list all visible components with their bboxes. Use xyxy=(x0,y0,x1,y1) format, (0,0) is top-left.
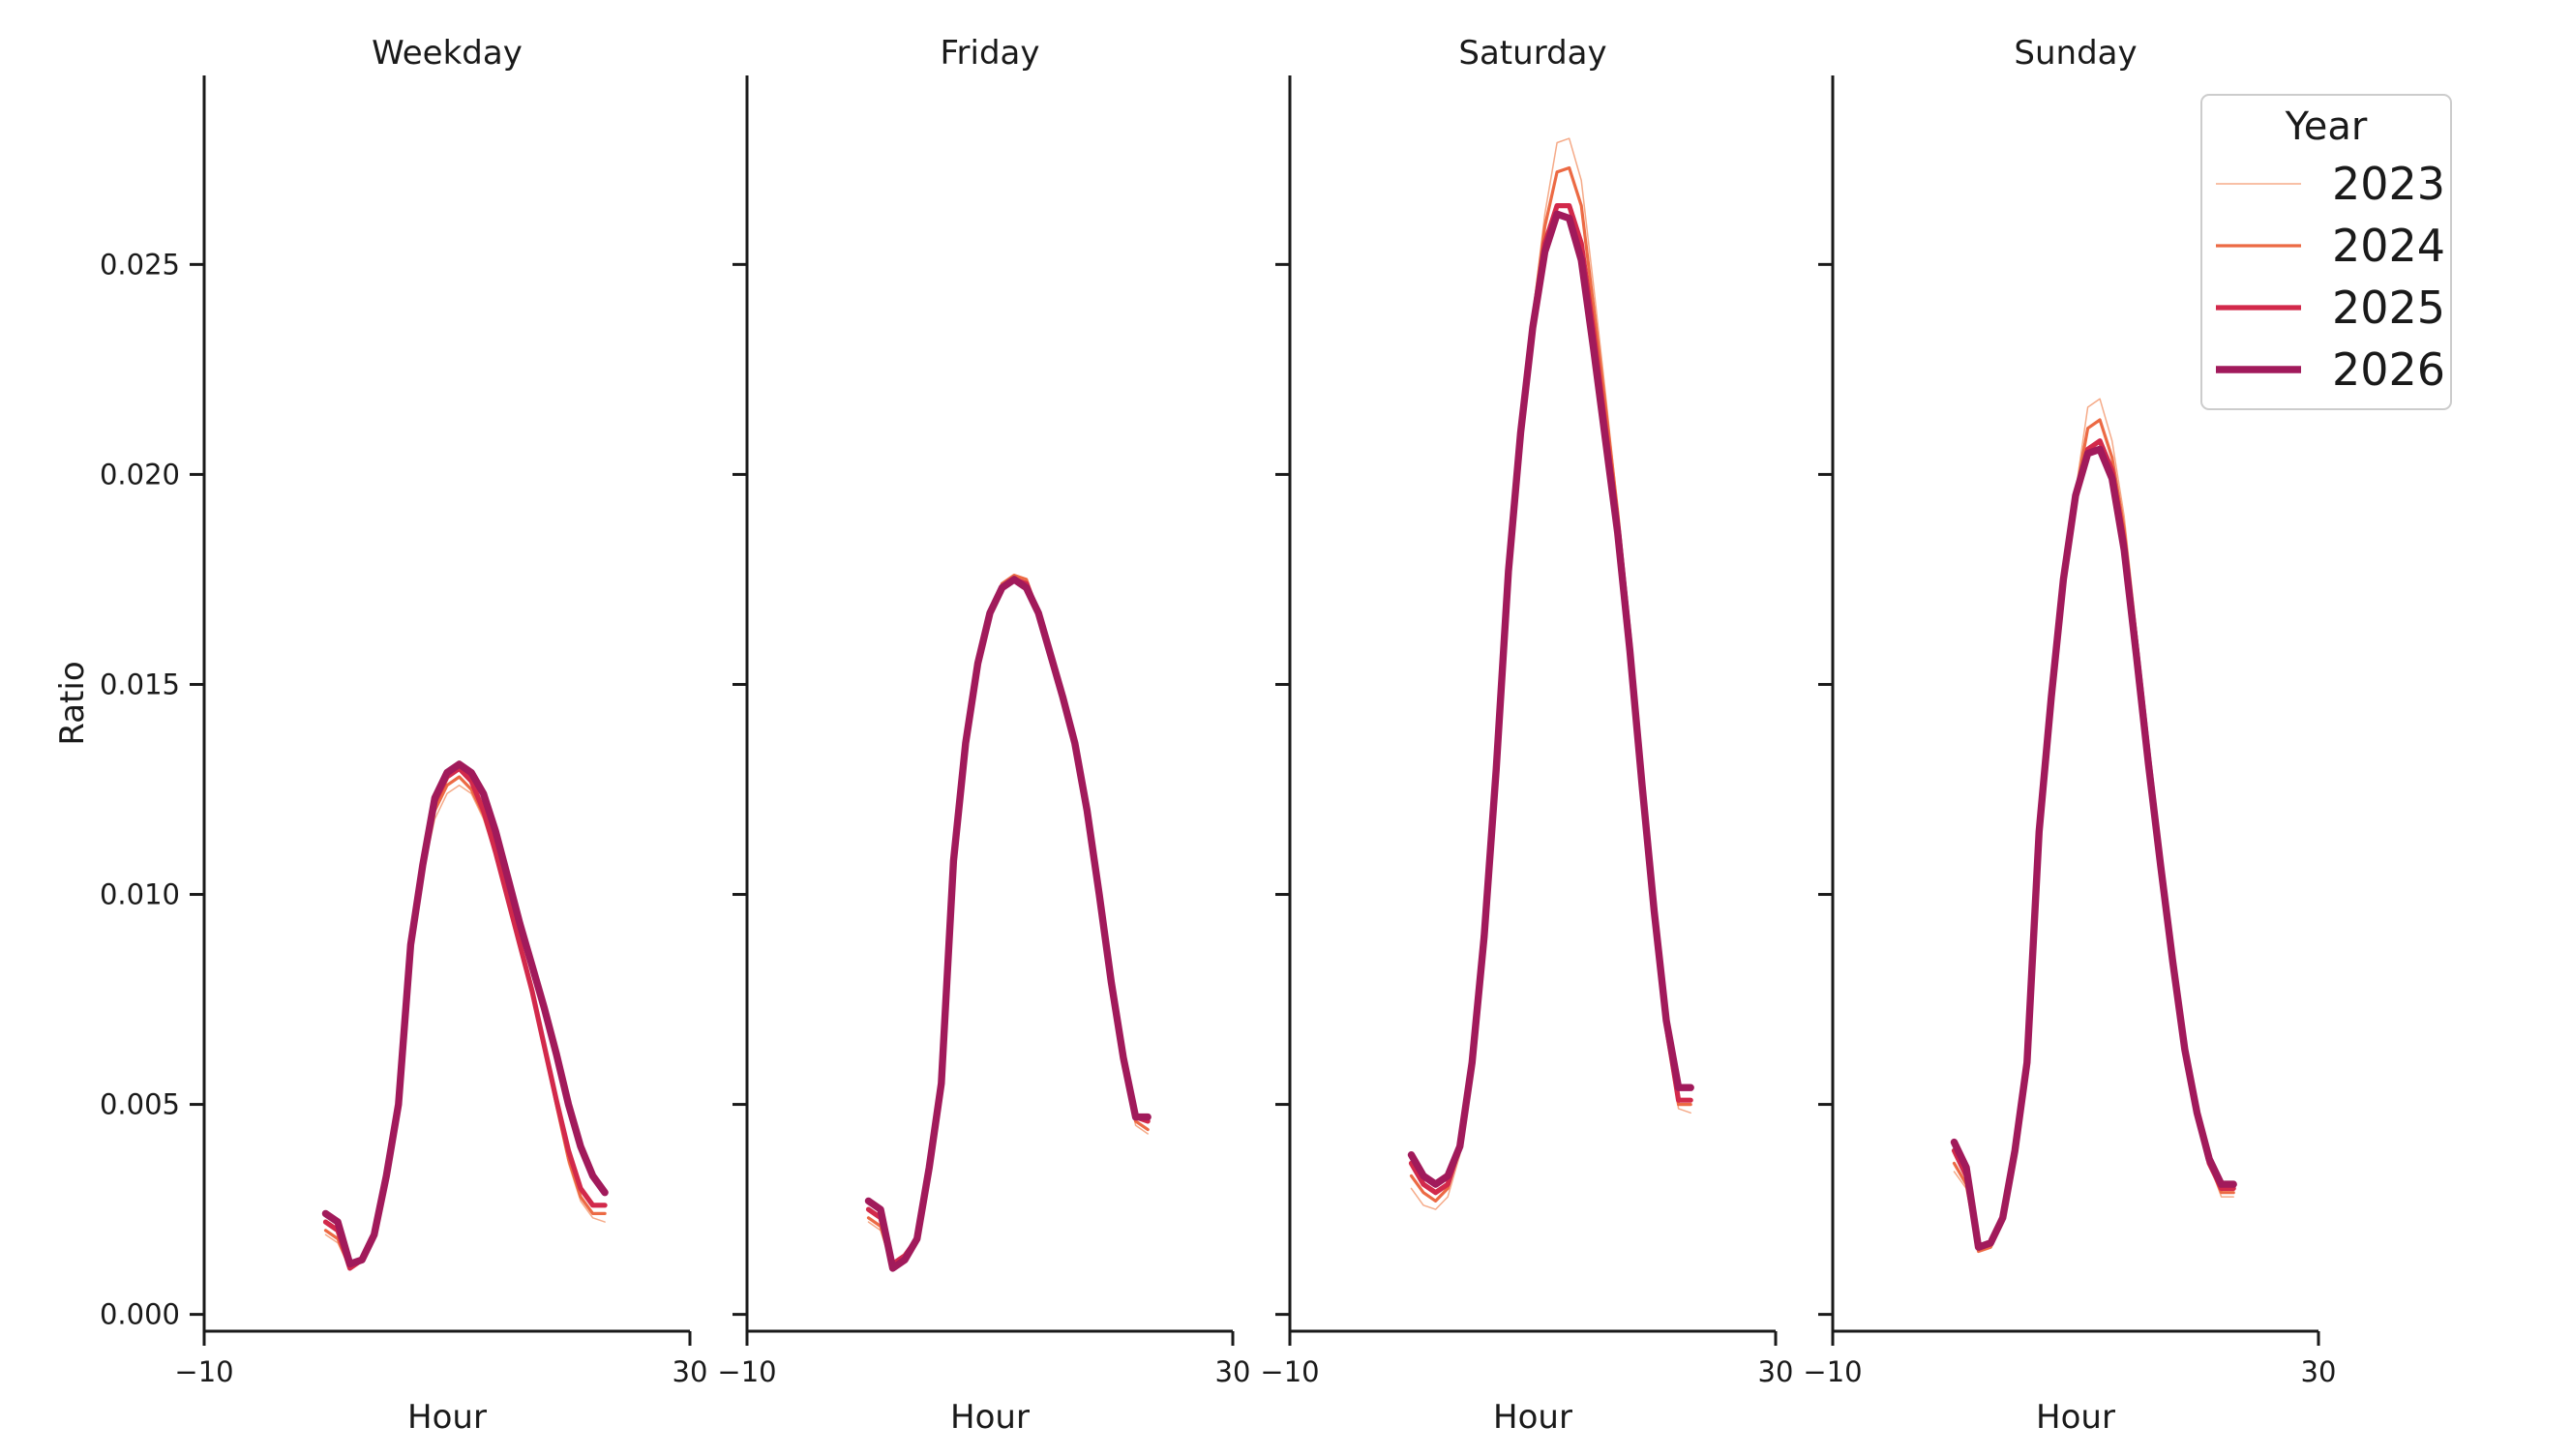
x-axis-label: Hour xyxy=(2036,1398,2115,1437)
x-tick-label: 30 xyxy=(1758,1355,1794,1388)
y-tick-label: 0.010 xyxy=(100,878,180,911)
x-tick-label: 30 xyxy=(2301,1355,2337,1388)
y-tick-label: 0.020 xyxy=(100,458,180,490)
y-tick-label: 0.005 xyxy=(100,1088,180,1121)
legend-box xyxy=(2200,94,2452,410)
x-tick-label: −10 xyxy=(717,1355,776,1388)
series-line-2023 xyxy=(1953,398,2234,1253)
x-axis-label: Hour xyxy=(1493,1398,1572,1437)
series-line-2023 xyxy=(1410,137,1691,1210)
legend-title: Year xyxy=(2285,104,2368,149)
series-line-2024 xyxy=(1409,165,1692,1203)
series-line-2024 xyxy=(1952,418,2235,1254)
y-tick-label: 0.015 xyxy=(100,668,180,700)
panel-title-friday: Friday xyxy=(940,34,1039,73)
series-line-2026 xyxy=(1950,445,2237,1251)
series-line-2025 xyxy=(322,765,608,1271)
legend-label-2023: 2023 xyxy=(2332,158,2445,210)
series-line-2026 xyxy=(864,576,1151,1272)
x-tick-label: −10 xyxy=(1803,1355,1862,1388)
legend-label-2024: 2024 xyxy=(2332,220,2445,272)
series-line-2026 xyxy=(321,760,609,1268)
y-tick-label: 0.000 xyxy=(100,1298,180,1331)
x-tick-label: 30 xyxy=(1215,1355,1251,1388)
series-line-2024 xyxy=(323,775,607,1270)
panel-title-saturday: Saturday xyxy=(1458,34,1606,73)
x-tick-label: 30 xyxy=(673,1355,708,1388)
legend-label-2025: 2025 xyxy=(2332,282,2445,334)
series-line-2023 xyxy=(324,784,606,1269)
series-line-2025 xyxy=(1951,438,2236,1250)
x-axis-label: Hour xyxy=(950,1398,1030,1437)
legend-label-2026: 2026 xyxy=(2332,343,2445,396)
x-axis-label: Hour xyxy=(407,1398,487,1437)
series-line-2026 xyxy=(1407,210,1694,1188)
x-tick-label: −10 xyxy=(174,1355,233,1388)
y-tick-label: 0.025 xyxy=(100,248,180,281)
y-axis-label: Ratio xyxy=(53,661,92,745)
series-line-2025 xyxy=(1408,203,1693,1196)
x-tick-label: −10 xyxy=(1260,1355,1319,1388)
panel-title-weekday: Weekday xyxy=(372,34,523,73)
panel-title-sunday: Sunday xyxy=(2014,34,2137,73)
